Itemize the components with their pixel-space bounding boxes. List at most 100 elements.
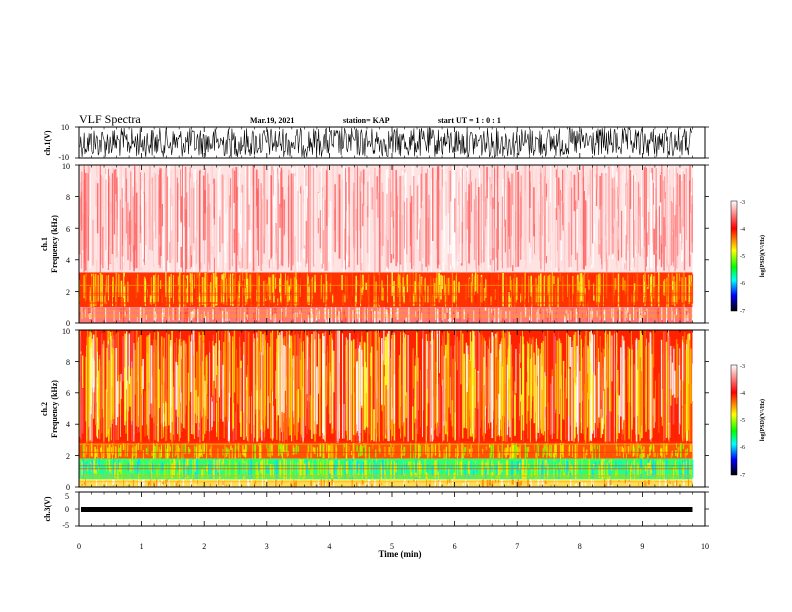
spectrogram-streak [588,195,590,258]
spectrogram-streak [183,197,185,227]
spectrogram-streak [473,359,475,429]
spectrogram-streak [425,333,427,443]
spectrogram-streak [167,176,169,261]
spectrogram-streak [285,444,288,453]
spectrogram-streak [509,276,511,291]
spectrogram-streak [106,481,108,486]
spectrogram-streak [422,330,425,411]
spectrogram-streak [437,333,438,423]
spectrogram-streak [665,192,666,247]
spectrogram-streak [240,452,241,459]
spectrogram-streak [203,277,205,306]
spectrogram-streak [237,308,239,323]
spectrogram-streak [501,467,503,479]
spectrogram-streak [196,180,197,265]
spectrogram-streak [573,378,574,441]
spectrogram-streak [104,280,106,288]
spectrogram-streak [190,312,192,323]
spectrogram-streak [658,272,660,307]
spectrogram-streak [114,194,117,259]
spectrogram-streak [296,331,298,391]
spectrogram-streak [689,282,691,303]
spectrogram-streak [99,273,101,305]
spectrogram-streak [87,173,89,261]
spectrogram-streak [498,308,500,313]
spectrogram-streak [354,165,356,248]
spectrogram-streak [524,272,526,307]
spectrogram-streak [135,278,137,298]
spectrogram-streak [625,446,627,454]
spectrogram-streak [683,172,685,260]
spectrogram-streak [381,338,383,405]
spectrogram-streak [275,223,277,254]
spectrogram-streak [230,292,232,306]
spectrogram-streak [475,209,477,269]
spectrogram-streak [571,465,573,476]
spectrogram-streak [663,445,664,452]
ch1-colorbar: -3 -4 -5 -6 -7 log(PSD)(V²/Hz) [730,200,766,315]
spectrogram-streak [307,314,310,323]
spectrogram-streak [165,167,167,272]
spectrogram-streak [420,166,422,272]
spectrogram-streak [616,332,618,443]
spectrogram-streak [223,463,224,469]
spectrogram-streak [416,480,418,486]
spectrogram-streak [665,194,667,226]
spectrogram-streak [366,382,368,427]
spectrogram-streak [258,443,260,447]
spectrogram-streak [621,335,623,430]
spectrogram-streak [295,444,298,454]
spectrogram-streak [539,479,541,485]
spectrogram-streak [529,187,531,264]
spectrogram-streak [517,171,520,267]
spectrogram-streak [270,277,272,300]
spectrogram-streak [362,169,365,206]
spectrogram-streak [419,274,421,307]
spectrogram-streak [234,460,236,479]
spectrogram-streak [572,276,574,306]
spectrogram-streak [138,458,140,466]
spectrogram-streak [554,479,555,487]
spectrogram-streak [246,445,248,452]
spectrogram-streak [492,336,494,420]
spectrogram-streak [107,461,109,479]
spectrogram-streak [673,314,675,323]
spectrogram-streak [389,308,391,316]
spectrogram-streak [572,294,575,306]
start-ut-label: start UT = 1 : 0 : 1 [438,116,501,125]
spectrogram-streak [157,330,158,424]
spectrogram-streak [378,165,381,273]
spectrogram-streak [269,308,272,320]
spectrogram-streak [367,460,370,468]
spectrogram-streak [661,165,663,254]
spectrogram-streak [149,333,151,415]
spectrogram-streak [215,192,218,270]
spectrogram-streak [352,272,353,297]
spectrogram-streak [575,200,577,260]
spectrogram-streak [246,165,249,269]
spectrogram-streak [233,203,235,229]
spectrogram-streak [372,311,374,320]
spectrogram-streak [578,354,580,427]
spectrogram-streak [121,188,124,257]
spectrogram-streak [326,170,328,226]
spectrogram-streak [411,195,413,269]
spectrogram-streak [124,311,127,317]
spectrogram-streak [626,481,628,485]
spectrogram-streak [295,272,297,307]
spectrogram-streak [577,274,579,294]
spectrogram-streak [630,331,632,442]
spectrogram-streak [487,346,488,431]
spectrogram-streak [239,336,240,415]
spectrogram-streak [363,172,365,272]
spectrogram-streak [585,203,588,241]
spectrogram-streak [84,461,86,468]
spectrogram-streak [127,462,130,471]
spectrogram-streak [248,396,250,424]
spectrogram-streak [504,187,506,222]
spectrogram-streak [246,278,248,287]
spectrogram-streak [230,207,232,266]
spectrogram-streak [255,384,257,410]
spectrogram-streak [634,220,636,268]
spectrogram-streak [438,443,440,453]
